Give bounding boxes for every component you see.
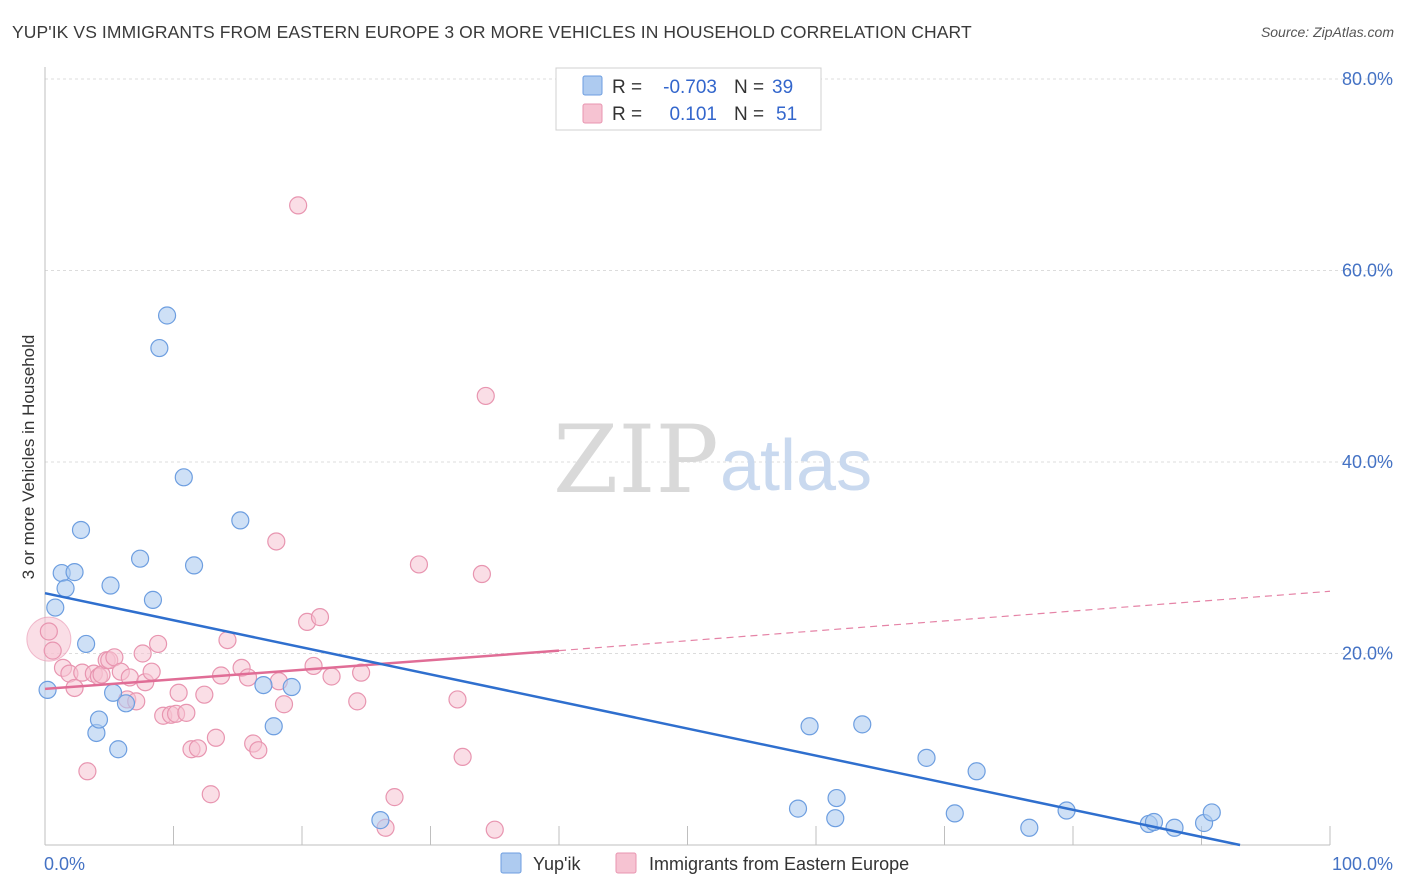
y-tick-label: 40.0% — [1342, 452, 1393, 472]
legend-n-label: N = — [734, 77, 764, 98]
data-point-yupik — [264, 717, 283, 736]
data-point-yupik — [254, 675, 273, 695]
data-point-eastern-europe — [195, 685, 214, 704]
data-point-yupik — [1202, 803, 1221, 822]
data-point-eastern-europe — [148, 634, 168, 654]
data-point-eastern-europe — [78, 762, 97, 781]
series-legend-eastern-europe: Immigrants from Eastern Europe — [649, 854, 909, 874]
series-legend: Yup'ik Immigrants from Eastern Europe — [500, 852, 909, 874]
series-legend-yupik: Yup'ik — [533, 854, 581, 874]
legend-n-value: 39 — [772, 77, 793, 98]
legend-n-value: 51 — [776, 104, 797, 125]
data-point-yupik — [46, 598, 65, 617]
data-point-yupik — [116, 694, 136, 713]
watermark-atlas: atlas — [720, 426, 872, 506]
correlation-legend: R = -0.703 N = 39 R = 0.101 N = 51 — [555, 67, 822, 131]
data-point-eastern-europe — [177, 703, 196, 722]
legend-swatch-blue — [582, 75, 603, 96]
data-point-yupik — [150, 338, 169, 358]
data-point-yupik — [89, 710, 109, 729]
data-point-eastern-europe — [472, 564, 491, 584]
data-point-yupik — [231, 511, 250, 530]
data-point-yupik — [945, 804, 964, 823]
data-point-yupik — [827, 788, 846, 808]
data-point-yupik — [56, 579, 75, 598]
data-point-yupik — [65, 563, 84, 582]
data-point-eastern-europe — [188, 739, 208, 758]
gridlines — [45, 78, 1393, 654]
data-point-yupik — [101, 576, 120, 595]
data-point-eastern-europe — [274, 695, 294, 714]
data-point-eastern-europe — [43, 641, 62, 660]
data-point-eastern-europe — [249, 741, 268, 760]
data-point-eastern-europe — [476, 386, 495, 406]
legend-swatch-pink — [582, 103, 603, 124]
data-point-yupik — [71, 520, 91, 540]
legend-r-label: R = — [612, 104, 642, 125]
data-point-eastern-europe — [238, 668, 258, 687]
data-point-eastern-europe — [169, 683, 188, 702]
data-point-eastern-europe — [289, 196, 308, 215]
y-tick-label: 60.0% — [1342, 261, 1393, 281]
data-point-yupik — [143, 590, 163, 609]
data-point-eastern-europe — [322, 667, 341, 686]
data-point-eastern-europe — [385, 788, 404, 807]
data-point-eastern-europe — [304, 656, 323, 676]
data-point-eastern-europe — [206, 728, 226, 747]
data-point-yupik — [130, 549, 150, 568]
data-point-eastern-europe — [133, 644, 152, 663]
data-point-yupik — [184, 556, 204, 575]
data-point-yupik — [853, 715, 872, 734]
data-point-eastern-europe — [448, 690, 467, 709]
x-tick-label: 100.0% — [1332, 854, 1393, 874]
data-point-yupik — [826, 809, 845, 828]
data-point-eastern-europe — [485, 820, 504, 839]
data-point-eastern-europe — [310, 608, 330, 627]
y-axis-label: 3 or more Vehicles in Household — [19, 335, 38, 580]
trend-line-eastern-europe — [44, 649, 560, 691]
y-tick-label: 80.0% — [1342, 69, 1393, 89]
data-point-eastern-europe — [201, 785, 220, 804]
legend-r-label: R = — [612, 77, 642, 98]
data-point-yupik — [77, 634, 96, 654]
trend-line-yupik — [44, 591, 1241, 847]
data-points — [26, 196, 1221, 839]
legend-r-value: 0.101 — [669, 104, 717, 125]
data-point-yupik — [109, 740, 128, 759]
x-tick-label: 0.0% — [44, 854, 85, 874]
data-point-yupik — [917, 748, 936, 767]
watermark: ZIP atlas — [553, 406, 872, 515]
data-point-yupik — [967, 762, 986, 781]
data-point-yupik — [371, 811, 390, 830]
data-point-yupik — [282, 677, 301, 697]
legend-n-label: N = — [734, 104, 764, 125]
data-point-eastern-europe — [409, 555, 429, 574]
data-point-yupik — [788, 799, 808, 818]
data-point-yupik — [157, 306, 177, 325]
data-point-eastern-europe — [348, 692, 367, 711]
data-point-eastern-europe — [267, 532, 286, 551]
trend-line-eastern-europe-extrapolated — [558, 590, 1331, 652]
data-point-yupik — [1020, 818, 1039, 837]
y-tick-labels: 20.0% 40.0% 60.0% 80.0% — [1342, 69, 1393, 664]
series-legend-swatch-eastern-europe — [615, 852, 637, 874]
x-tick-labels: 0.0% 100.0% — [44, 854, 1393, 874]
chart-title: YUP'IK VS IMMIGRANTS FROM EASTERN EUROPE… — [12, 22, 972, 42]
trend-lines — [44, 590, 1331, 847]
data-point-yupik — [174, 468, 193, 487]
watermark-zip: ZIP — [553, 406, 719, 515]
data-point-eastern-europe — [39, 622, 58, 641]
data-point-eastern-europe — [142, 662, 161, 681]
data-point-eastern-europe — [453, 747, 472, 767]
y-tick-label: 20.0% — [1342, 644, 1393, 664]
legend-r-value: -0.703 — [663, 77, 717, 98]
data-point-yupik — [800, 717, 819, 736]
series-legend-swatch-yupik — [500, 852, 522, 874]
source-credit: Source: ZipAtlas.com — [1260, 24, 1394, 40]
